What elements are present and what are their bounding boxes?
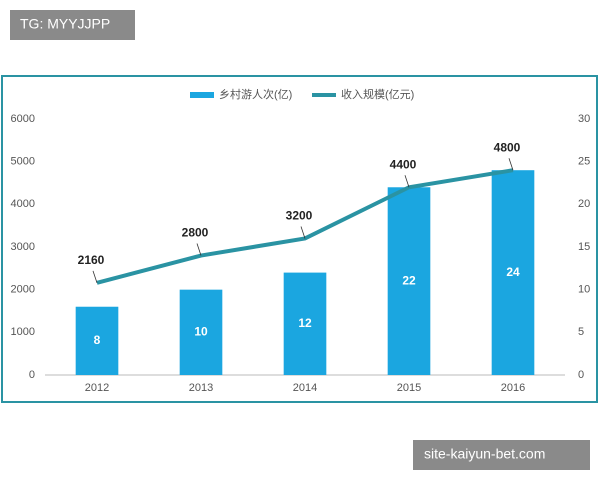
line-value-label: 4400 bbox=[390, 157, 417, 171]
watermark-box bbox=[10, 10, 135, 40]
bar bbox=[491, 170, 535, 375]
label-leader bbox=[300, 226, 306, 239]
y2-tick-label: 15 bbox=[578, 241, 590, 253]
y-tick-label: 2000 bbox=[11, 284, 35, 296]
label-leader bbox=[404, 175, 410, 188]
y-tick-label: 4000 bbox=[11, 198, 35, 210]
y-tick-label: 3000 bbox=[11, 241, 35, 253]
watermark: TG: MYYJJPP bbox=[20, 16, 110, 32]
x-tick-label: 2013 bbox=[189, 382, 213, 394]
line-value-label: 2160 bbox=[78, 253, 105, 267]
y2-tick-label: 30 bbox=[578, 113, 590, 125]
bar bbox=[387, 187, 431, 375]
y2-tick-label: 20 bbox=[578, 198, 590, 210]
y2-tick-label: 5 bbox=[578, 326, 584, 338]
bar bbox=[283, 272, 327, 375]
chart-frame bbox=[1, 75, 598, 403]
x-tick-label: 2015 bbox=[397, 382, 421, 394]
y-tick-label: 5000 bbox=[11, 156, 35, 168]
y2-tick-label: 25 bbox=[578, 156, 590, 168]
bar-value-label: 24 bbox=[506, 265, 520, 279]
bar-value-label: 10 bbox=[194, 325, 208, 339]
label-leader bbox=[92, 270, 98, 283]
y2-tick-label: 10 bbox=[578, 284, 590, 296]
label-leader bbox=[196, 243, 202, 256]
x-tick-label: 2016 bbox=[501, 382, 525, 394]
y-tick-label: 1000 bbox=[11, 326, 35, 338]
line-value-label: 2800 bbox=[182, 226, 209, 240]
bar bbox=[75, 306, 119, 375]
legend-swatch bbox=[190, 92, 214, 98]
label-leader bbox=[508, 158, 514, 171]
y2-tick-label: 0 bbox=[578, 369, 584, 381]
bar-value-label: 8 bbox=[94, 333, 101, 347]
bar-value-label: 22 bbox=[402, 273, 416, 287]
watermark-box bbox=[413, 440, 590, 470]
x-tick-label: 2014 bbox=[293, 382, 317, 394]
legend-label: 乡村游人次(亿) bbox=[219, 87, 292, 101]
legend-label: 收入规模(亿元) bbox=[341, 87, 414, 101]
line bbox=[96, 168, 514, 285]
line-value-label: 4800 bbox=[494, 140, 521, 154]
x-tick-label: 2012 bbox=[85, 382, 109, 394]
bar-value-label: 12 bbox=[298, 316, 312, 330]
y-tick-label: 6000 bbox=[11, 113, 35, 125]
line-value-label: 3200 bbox=[286, 209, 313, 223]
y-tick-label: 0 bbox=[29, 369, 35, 381]
bar bbox=[179, 289, 223, 375]
watermark: site-kaiyun-bet.com bbox=[424, 446, 545, 462]
